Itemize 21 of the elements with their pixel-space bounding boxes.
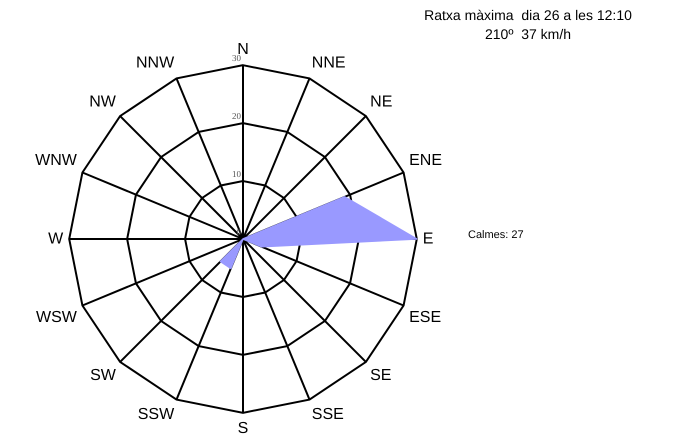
spoke-label: NW bbox=[89, 94, 117, 111]
spoke-label: E bbox=[422, 230, 434, 248]
spoke-label: NNW bbox=[136, 54, 176, 72]
spoke-label: WSW bbox=[36, 308, 78, 326]
spoke-label: WNW bbox=[35, 152, 78, 169]
spoke-label: W bbox=[48, 230, 64, 248]
y-tick-label: 20 bbox=[232, 110, 242, 121]
text: 210º 37 km/h bbox=[484, 25, 572, 44]
spoke-label: SSW bbox=[138, 406, 176, 424]
spoke-label: SW bbox=[90, 367, 117, 384]
spoke-label: ENE bbox=[409, 152, 442, 169]
y-tick-label: 30 bbox=[232, 53, 242, 64]
spoke-label: S bbox=[238, 420, 248, 437]
spoke-label: SE bbox=[370, 367, 392, 384]
y-tick-label: 10 bbox=[232, 168, 242, 179]
spoke-label: NNE bbox=[312, 54, 346, 72]
text: Calmes: 27 bbox=[468, 229, 524, 241]
text: Ratxa màxima dia 26 a les 12:10 bbox=[423, 6, 633, 25]
spoke-label: SSE bbox=[312, 406, 344, 424]
spoke-label: NE bbox=[370, 94, 392, 111]
spoke-label: ESE bbox=[409, 308, 442, 326]
